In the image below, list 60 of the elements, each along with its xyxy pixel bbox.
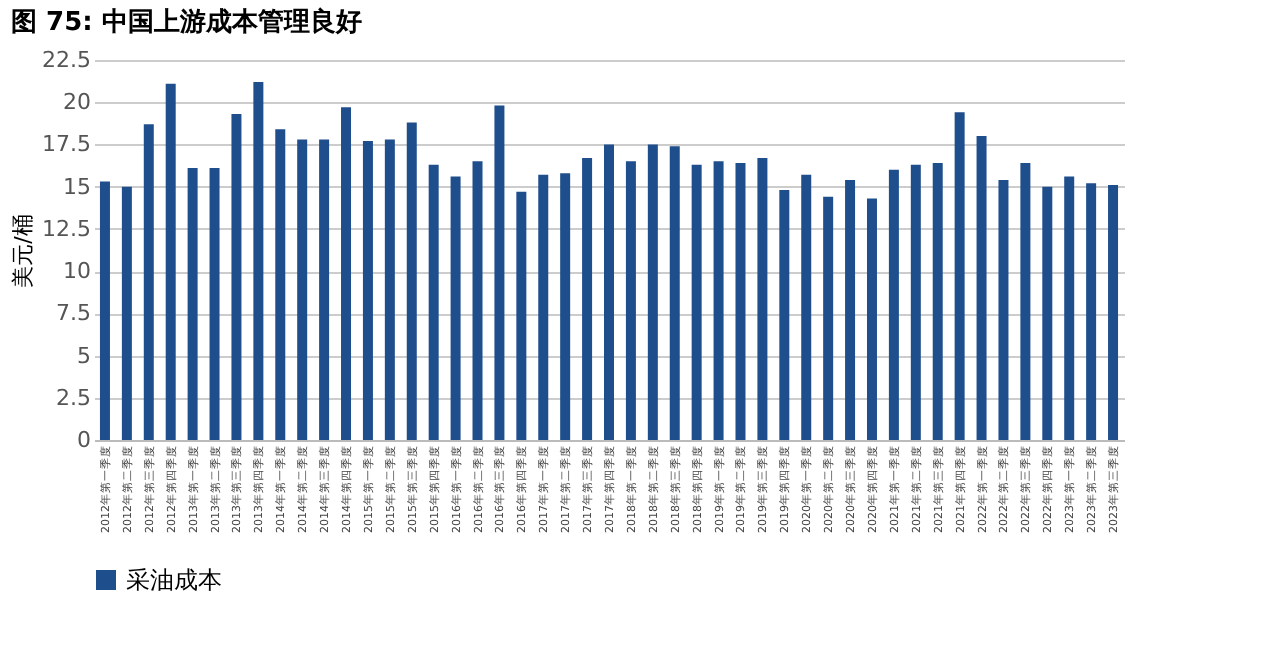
bar — [472, 161, 483, 440]
bar — [384, 139, 395, 440]
bar — [231, 114, 242, 440]
bar — [187, 168, 198, 440]
bar — [954, 112, 965, 440]
bar — [691, 164, 702, 440]
bar — [516, 191, 527, 440]
bar — [823, 196, 834, 440]
bar — [866, 198, 877, 440]
chart-title: 图 75: 中国上游成本管理良好 — [11, 6, 362, 38]
bar — [647, 144, 658, 440]
bar — [450, 176, 461, 440]
bar — [143, 124, 154, 440]
bar — [888, 169, 899, 440]
bar — [165, 83, 176, 440]
y-tick-label: 17.5 — [42, 131, 91, 158]
bar — [275, 129, 286, 440]
bar — [99, 181, 110, 440]
legend-label: 采油成本 — [126, 566, 222, 594]
y-tick-label: 0 — [77, 427, 91, 453]
y-tick-label: 7.5 — [56, 300, 91, 327]
y-tick-label: 10 — [63, 258, 91, 285]
y-tick-label: 22.5 — [42, 47, 91, 73]
bar — [209, 168, 220, 440]
bar — [669, 146, 680, 440]
bar — [757, 157, 768, 440]
bar — [998, 179, 1009, 440]
bar — [779, 190, 790, 440]
y-tick-label: 5 — [77, 342, 91, 369]
bar — [428, 164, 439, 440]
bar — [1108, 184, 1119, 440]
bar — [253, 81, 264, 440]
bar — [341, 107, 352, 440]
bar — [1020, 163, 1031, 440]
bar — [604, 144, 614, 440]
bar — [932, 163, 943, 440]
bar — [801, 174, 812, 440]
bar — [538, 174, 549, 440]
bar — [362, 141, 373, 440]
bar — [1064, 176, 1075, 440]
y-tick-label: 20 — [63, 89, 91, 116]
bar — [845, 179, 856, 440]
y-tick-label: 12.5 — [42, 215, 91, 242]
bar — [494, 105, 505, 440]
bar — [560, 173, 571, 440]
bar — [121, 186, 132, 440]
bar — [625, 161, 636, 440]
bar — [406, 122, 417, 440]
y-tick-label: 15 — [63, 173, 91, 200]
bar — [1086, 183, 1097, 440]
bar — [297, 139, 308, 440]
bar — [319, 139, 330, 440]
y-tick-label: 2.5 — [56, 384, 91, 411]
bar — [1042, 186, 1053, 440]
bar — [910, 164, 921, 440]
bar — [735, 163, 746, 440]
bar — [582, 157, 593, 440]
y-axis-title: 美元/桶 — [10, 214, 37, 288]
bar — [976, 136, 987, 440]
bar — [713, 161, 724, 440]
